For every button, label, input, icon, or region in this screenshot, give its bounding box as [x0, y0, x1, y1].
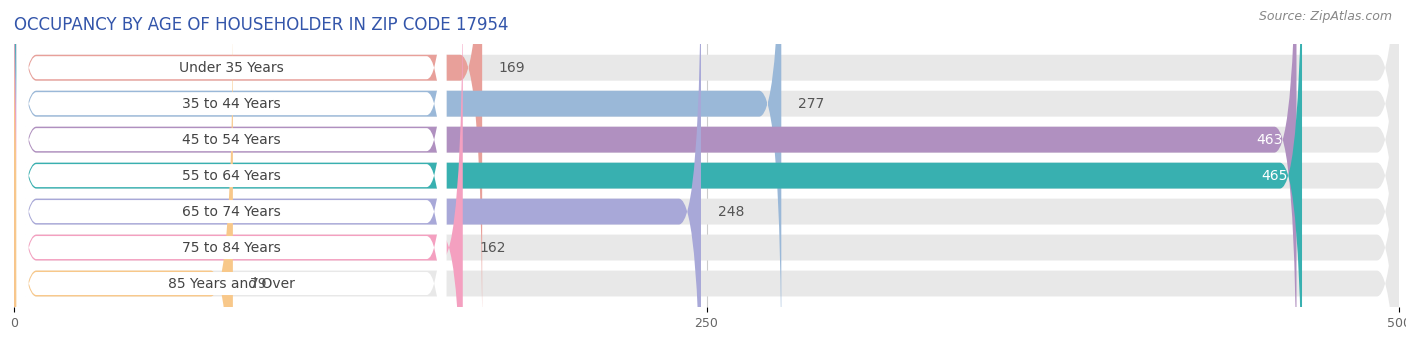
- FancyBboxPatch shape: [17, 0, 446, 341]
- FancyBboxPatch shape: [14, 0, 1296, 341]
- FancyBboxPatch shape: [14, 9, 233, 341]
- Text: 85 Years and Over: 85 Years and Over: [169, 277, 295, 291]
- FancyBboxPatch shape: [14, 0, 702, 341]
- FancyBboxPatch shape: [14, 9, 1399, 341]
- Text: Under 35 Years: Under 35 Years: [179, 61, 284, 75]
- FancyBboxPatch shape: [14, 0, 1399, 341]
- Text: 65 to 74 Years: 65 to 74 Years: [183, 205, 281, 219]
- FancyBboxPatch shape: [14, 0, 463, 341]
- Text: 465: 465: [1261, 168, 1288, 183]
- FancyBboxPatch shape: [17, 0, 446, 341]
- Text: 35 to 44 Years: 35 to 44 Years: [183, 97, 281, 111]
- Text: 45 to 54 Years: 45 to 54 Years: [183, 133, 281, 147]
- FancyBboxPatch shape: [17, 7, 446, 341]
- Text: 248: 248: [717, 205, 744, 219]
- Text: 169: 169: [499, 61, 526, 75]
- Text: 79: 79: [249, 277, 267, 291]
- Text: 75 to 84 Years: 75 to 84 Years: [183, 240, 281, 254]
- FancyBboxPatch shape: [17, 0, 446, 341]
- FancyBboxPatch shape: [14, 0, 1399, 341]
- Text: 277: 277: [799, 97, 824, 111]
- FancyBboxPatch shape: [14, 0, 1399, 341]
- FancyBboxPatch shape: [14, 0, 782, 341]
- Text: 162: 162: [479, 240, 506, 254]
- Text: 463: 463: [1257, 133, 1282, 147]
- Text: Source: ZipAtlas.com: Source: ZipAtlas.com: [1258, 10, 1392, 23]
- FancyBboxPatch shape: [17, 43, 446, 341]
- Text: OCCUPANCY BY AGE OF HOUSEHOLDER IN ZIP CODE 17954: OCCUPANCY BY AGE OF HOUSEHOLDER IN ZIP C…: [14, 16, 509, 34]
- FancyBboxPatch shape: [14, 0, 482, 341]
- FancyBboxPatch shape: [17, 0, 446, 341]
- FancyBboxPatch shape: [14, 0, 1302, 341]
- FancyBboxPatch shape: [17, 0, 446, 308]
- FancyBboxPatch shape: [14, 0, 1399, 341]
- FancyBboxPatch shape: [14, 0, 1399, 341]
- FancyBboxPatch shape: [14, 0, 1399, 341]
- Text: 55 to 64 Years: 55 to 64 Years: [183, 168, 281, 183]
